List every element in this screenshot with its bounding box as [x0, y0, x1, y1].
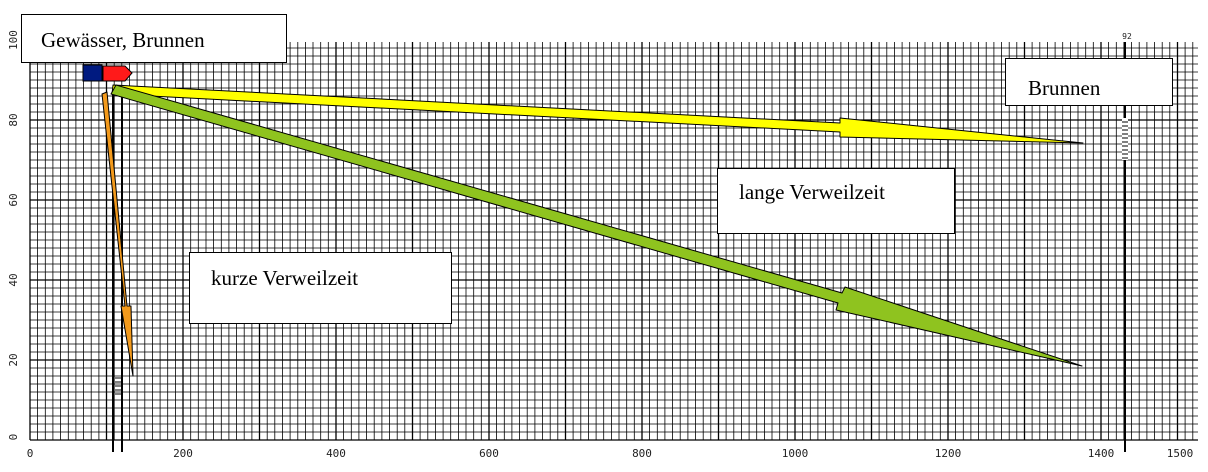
y-tick-80: 80	[7, 113, 20, 126]
well-label-box: Brunnen	[1005, 58, 1173, 106]
diagonal-flow-arrow	[110, 84, 1083, 367]
short-residence-label-box: kurze Verweilzeit	[189, 252, 452, 324]
x-tick-200: 200	[173, 447, 193, 460]
source-label: Gewässer, Brunnen	[41, 28, 205, 52]
long-residence-arrow	[111, 84, 1084, 144]
y-tick-100: 100	[7, 30, 20, 50]
x-tick-1200: 1200	[935, 447, 962, 460]
well-label: Brunnen	[1028, 76, 1101, 100]
short-residence-arrow	[101, 91, 134, 377]
short-residence-label: kurze Verweilzeit	[211, 266, 359, 290]
x-tick-1400: 1400	[1088, 447, 1115, 460]
axis-labels: 0 200 400 600 800 1000 1200 1400 1500 0 …	[7, 30, 1193, 460]
x-tick-1000: 1000	[782, 447, 809, 460]
long-residence-label: lange Verweilzeit	[739, 180, 885, 204]
source-blue-block	[82, 64, 103, 82]
y-tick-20: 20	[7, 353, 20, 366]
long-residence-label-box: lange Verweilzeit	[717, 168, 955, 234]
x-tick-800: 800	[632, 447, 652, 460]
source-red-arrow	[102, 65, 133, 82]
y-tick-0: 0	[7, 434, 20, 441]
x-tick-0: 0	[27, 447, 34, 460]
x-tick-1500: 1500	[1167, 447, 1194, 460]
source-label-box: Gewässer, Brunnen	[21, 14, 287, 63]
y-tick-40: 40	[7, 273, 20, 286]
x-tick-600: 600	[479, 447, 499, 460]
y-tick-60: 60	[7, 193, 20, 206]
x-tick-400: 400	[326, 447, 346, 460]
screen-marks-left	[115, 377, 121, 395]
marker-label: 92	[1122, 32, 1132, 41]
screen-marks-right	[1122, 118, 1128, 160]
